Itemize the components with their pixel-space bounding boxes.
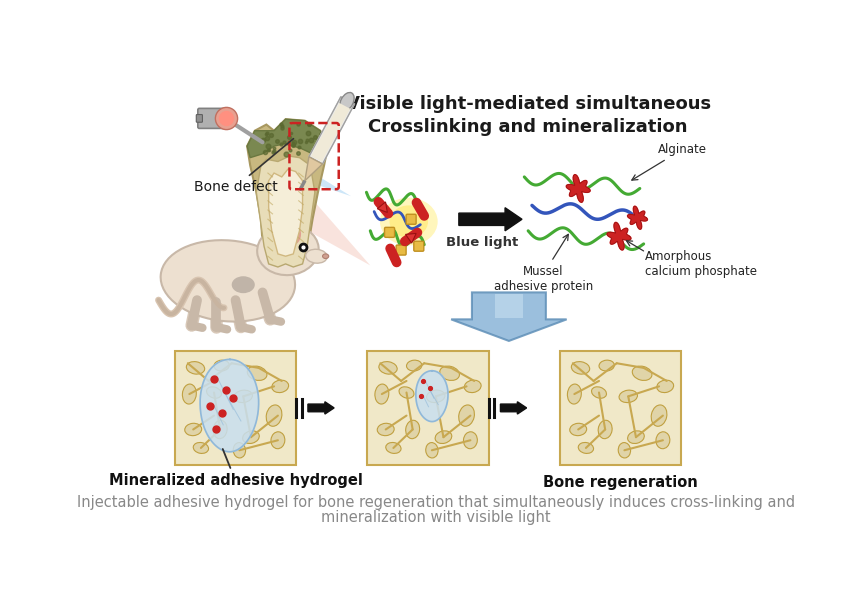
Ellipse shape <box>214 360 230 371</box>
Ellipse shape <box>161 240 295 322</box>
Ellipse shape <box>598 420 612 438</box>
Polygon shape <box>247 119 328 157</box>
Ellipse shape <box>465 380 481 393</box>
Text: Mussel
adhesive protein: Mussel adhesive protein <box>494 266 593 294</box>
Ellipse shape <box>266 405 282 426</box>
Ellipse shape <box>656 432 670 449</box>
Ellipse shape <box>257 225 318 275</box>
Ellipse shape <box>234 390 253 402</box>
Polygon shape <box>495 294 523 318</box>
Text: Visible light-mediated simultaneous
Crosslinking and mineralization: Visible light-mediated simultaneous Cros… <box>346 94 711 136</box>
Ellipse shape <box>375 384 389 404</box>
FancyBboxPatch shape <box>385 227 395 237</box>
FancyArrow shape <box>308 402 334 414</box>
Ellipse shape <box>657 380 674 393</box>
Polygon shape <box>247 119 328 269</box>
Polygon shape <box>451 292 567 341</box>
Polygon shape <box>256 156 315 267</box>
Ellipse shape <box>571 362 590 374</box>
Ellipse shape <box>386 443 401 454</box>
Ellipse shape <box>379 362 397 374</box>
Ellipse shape <box>182 384 197 404</box>
Ellipse shape <box>628 431 644 443</box>
Ellipse shape <box>435 431 452 443</box>
FancyArrow shape <box>459 208 522 231</box>
Ellipse shape <box>651 405 667 426</box>
Ellipse shape <box>248 366 267 381</box>
FancyBboxPatch shape <box>174 351 296 465</box>
Polygon shape <box>200 359 259 452</box>
Ellipse shape <box>380 198 437 246</box>
Polygon shape <box>406 233 416 243</box>
FancyBboxPatch shape <box>197 108 227 128</box>
FancyBboxPatch shape <box>560 351 682 465</box>
Ellipse shape <box>213 420 227 438</box>
Ellipse shape <box>306 249 327 263</box>
FancyBboxPatch shape <box>368 351 488 465</box>
Text: Amorphous
calcium phosphate: Amorphous calcium phosphate <box>645 250 757 278</box>
Polygon shape <box>269 169 303 256</box>
Polygon shape <box>607 223 631 250</box>
Ellipse shape <box>231 276 254 293</box>
Text: Injectable adhesive hydrogel for bone regeneration that simultaneously induces c: Injectable adhesive hydrogel for bone re… <box>77 495 795 510</box>
Ellipse shape <box>632 366 652 381</box>
FancyBboxPatch shape <box>414 241 424 251</box>
Ellipse shape <box>233 443 246 458</box>
Ellipse shape <box>399 387 414 398</box>
Text: Mineralized adhesive hydrogel: Mineralized adhesive hydrogel <box>109 449 363 488</box>
Polygon shape <box>309 97 355 164</box>
FancyArrow shape <box>500 402 527 414</box>
Ellipse shape <box>185 423 202 436</box>
Ellipse shape <box>283 219 304 247</box>
Polygon shape <box>416 371 448 421</box>
Ellipse shape <box>243 431 260 443</box>
Polygon shape <box>627 206 648 229</box>
Ellipse shape <box>390 206 428 238</box>
Polygon shape <box>377 202 387 212</box>
Ellipse shape <box>287 225 301 244</box>
Ellipse shape <box>440 366 460 381</box>
Ellipse shape <box>570 423 586 436</box>
Polygon shape <box>566 174 591 202</box>
FancyBboxPatch shape <box>197 114 203 122</box>
Ellipse shape <box>568 384 581 404</box>
Ellipse shape <box>618 443 631 458</box>
Ellipse shape <box>426 443 438 458</box>
Ellipse shape <box>464 432 477 449</box>
Ellipse shape <box>459 405 474 426</box>
Text: Alginate: Alginate <box>631 143 706 180</box>
Ellipse shape <box>406 420 420 438</box>
Ellipse shape <box>377 423 394 436</box>
Ellipse shape <box>599 360 614 371</box>
Ellipse shape <box>579 443 593 454</box>
Text: Blue light: Blue light <box>446 236 518 249</box>
Ellipse shape <box>426 390 445 402</box>
Ellipse shape <box>323 254 328 258</box>
Ellipse shape <box>207 387 221 398</box>
Ellipse shape <box>407 360 422 371</box>
Ellipse shape <box>193 443 208 454</box>
FancyBboxPatch shape <box>406 214 416 224</box>
Text: Bone defect: Bone defect <box>194 139 294 194</box>
Polygon shape <box>262 142 351 196</box>
Text: mineralization with visible light: mineralization with visible light <box>321 510 551 525</box>
Ellipse shape <box>271 432 285 449</box>
FancyBboxPatch shape <box>396 245 406 255</box>
Ellipse shape <box>271 380 288 393</box>
Ellipse shape <box>591 387 607 398</box>
Polygon shape <box>262 142 370 266</box>
Ellipse shape <box>186 362 205 374</box>
Polygon shape <box>305 157 323 181</box>
Text: Bone regeneration: Bone regeneration <box>543 475 698 490</box>
Ellipse shape <box>340 92 354 111</box>
Polygon shape <box>311 103 351 162</box>
Ellipse shape <box>619 390 637 402</box>
